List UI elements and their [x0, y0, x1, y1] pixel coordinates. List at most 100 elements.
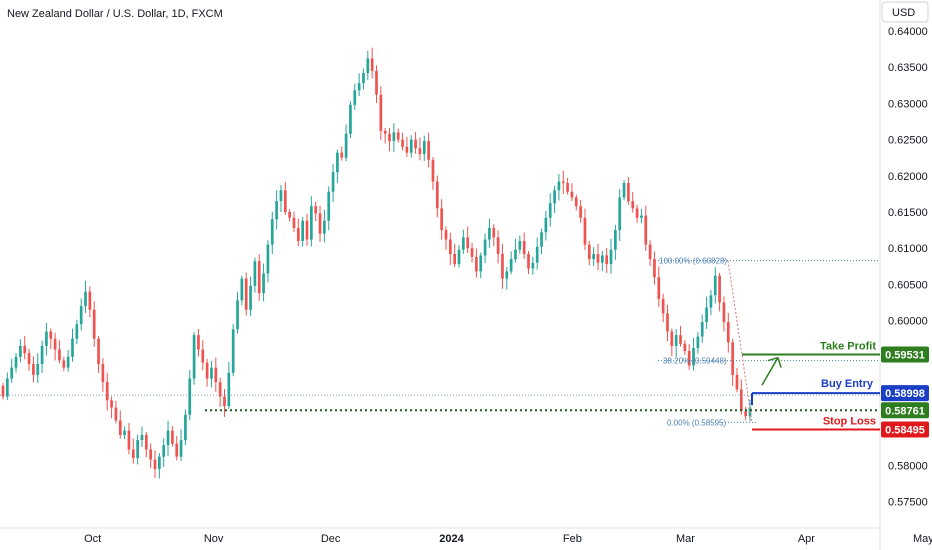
candle-body — [427, 141, 430, 160]
candle-body — [166, 430, 170, 446]
candle-body — [349, 104, 352, 134]
candle-body — [674, 335, 678, 346]
candle-body — [58, 349, 61, 361]
candle-body — [266, 244, 270, 274]
candle-body — [192, 335, 196, 379]
candle-body — [418, 148, 422, 155]
candle-body — [331, 172, 335, 192]
candle-body — [101, 364, 105, 383]
candle-body — [62, 360, 66, 368]
price-tick-label: 0.62500 — [888, 135, 928, 147]
candle-body — [653, 259, 656, 278]
candle-body — [197, 335, 200, 350]
price-tick-label: 0.58000 — [888, 460, 928, 472]
candle-body — [475, 256, 478, 272]
candle-body — [88, 291, 92, 310]
candle-body — [71, 338, 74, 357]
candle-body — [231, 329, 235, 373]
candle-body — [283, 190, 287, 212]
candle-body — [301, 220, 305, 241]
candle-body — [366, 58, 370, 73]
candle-body — [292, 217, 296, 228]
candle-body — [270, 219, 274, 245]
stop-loss-label: Stop Loss — [823, 416, 876, 428]
candle-body — [49, 331, 53, 339]
candle-body — [726, 322, 730, 343]
candle-body — [739, 389, 743, 412]
stop-loss-price: 0.58495 — [885, 425, 925, 437]
time-tick-label: Feb — [563, 533, 582, 545]
candle-body — [527, 253, 530, 269]
candle-body — [310, 206, 313, 240]
candle-body — [123, 430, 126, 435]
candle-body — [744, 411, 748, 417]
candle-body — [570, 191, 574, 198]
buy-entry-price-tag: 0.58998 — [881, 385, 929, 402]
candle-body — [713, 275, 717, 296]
fib-trend-line — [727, 260, 753, 423]
candle-body — [323, 220, 326, 234]
candle-body — [479, 255, 483, 272]
currency-badge[interactable] — [881, 1, 929, 23]
candle-body — [553, 190, 556, 204]
candle-body — [97, 338, 100, 365]
candle-body — [53, 338, 57, 350]
candle-body — [492, 227, 496, 238]
candle-body — [462, 237, 465, 250]
candle-body — [722, 302, 726, 323]
candle-body — [622, 183, 626, 198]
candle-body — [32, 364, 35, 375]
candle-body — [596, 253, 600, 263]
candle-body — [483, 239, 487, 256]
fib-100-label: 100.00% (0.60828) — [659, 257, 727, 266]
candle-body — [631, 201, 635, 209]
candle-body — [19, 345, 22, 357]
candle-body — [79, 306, 83, 325]
candle-body — [448, 239, 452, 254]
chart-title: New Zealand Dollar / U.S. Dollar, 1D, FX… — [7, 8, 223, 20]
candle-body — [414, 139, 417, 149]
candle-body — [687, 351, 691, 366]
candle-body — [114, 407, 118, 421]
candle-body — [440, 208, 443, 231]
time-tick-label: Mar — [676, 533, 695, 545]
candle-body — [40, 345, 44, 365]
candle-body — [548, 203, 552, 218]
candle-body — [179, 440, 183, 457]
take-profit-price-tag: 0.59531 — [881, 346, 929, 363]
candle-body — [696, 336, 700, 349]
candle-body — [127, 430, 131, 450]
candle-body — [392, 132, 396, 142]
price-tick-label: 0.62000 — [888, 171, 928, 183]
candle-body — [566, 183, 569, 192]
candle-body — [375, 70, 378, 95]
candle-body — [105, 382, 109, 401]
candle-body — [201, 349, 205, 363]
candle-body — [735, 374, 739, 390]
fib-382-label: 38.20% (0.59448) — [663, 357, 727, 366]
candle-body — [640, 215, 643, 218]
candle-body — [175, 443, 179, 457]
candle-body — [257, 261, 261, 294]
candle-body — [75, 324, 79, 339]
candle-body — [557, 181, 561, 191]
candle-body — [140, 434, 144, 441]
candle-body — [648, 244, 652, 260]
candle-body — [488, 227, 491, 240]
candle-body — [496, 237, 500, 254]
candle-body — [327, 191, 331, 221]
candle-body — [544, 217, 548, 233]
time-axis-labels: OctNovDec2024FebMarAprMay20 — [84, 533, 932, 545]
candle-body — [600, 255, 604, 263]
candle-body — [592, 253, 595, 260]
candle-body — [336, 152, 339, 173]
candle-body — [110, 400, 113, 408]
candle-body — [84, 291, 87, 307]
candle-body — [296, 227, 300, 241]
candle-body — [587, 244, 591, 260]
candle-body — [14, 356, 18, 368]
candle-body — [435, 181, 439, 209]
candle-body — [518, 240, 522, 250]
candle-body — [466, 237, 470, 249]
